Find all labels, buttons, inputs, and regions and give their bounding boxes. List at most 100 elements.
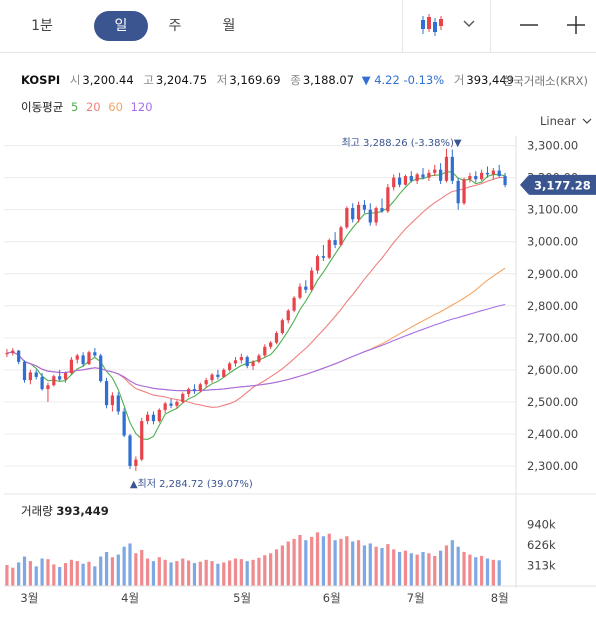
- volume-bar: [204, 559, 208, 586]
- volume-bar: [468, 554, 472, 586]
- candle: [444, 156, 449, 181]
- x-tick-label: 3월: [20, 591, 38, 605]
- volume-bar: [415, 554, 419, 586]
- y-tick-label: 2,400.00: [527, 427, 578, 441]
- candle: [34, 372, 38, 377]
- candle: [169, 403, 173, 406]
- volume-pane-label: 거래량 393,449: [21, 503, 109, 519]
- volume-bar: [116, 554, 120, 586]
- candle: [239, 357, 243, 361]
- candle: [280, 320, 284, 334]
- volume-bar: [157, 557, 161, 586]
- candle: [491, 170, 495, 175]
- volume-bar: [245, 561, 249, 586]
- ma-60[interactable]: 60: [108, 100, 123, 114]
- volume-bar: [11, 567, 15, 586]
- candle: [356, 204, 361, 220]
- x-tick-label: 7월: [407, 591, 425, 605]
- candle: [263, 346, 267, 356]
- volume-bar: [87, 561, 91, 586]
- moving-average-legend: 이동평균 5 20 60 120: [21, 99, 153, 115]
- volume-bar: [63, 563, 68, 586]
- volume-bar: [368, 543, 372, 586]
- volume-tick-label: 940k: [527, 517, 556, 531]
- volume-bar: [339, 538, 343, 586]
- scale-mode-select[interactable]: Linear: [540, 114, 592, 128]
- volume-bar: [257, 557, 261, 586]
- tab-1min[interactable]: 1분: [31, 18, 53, 34]
- candle: [304, 286, 308, 290]
- close-label: 종: [290, 73, 301, 87]
- volume-bar: [81, 563, 85, 586]
- ma-5[interactable]: 5: [70, 100, 79, 114]
- tab-daily[interactable]: 일: [94, 11, 148, 41]
- volume-bar: [456, 546, 460, 586]
- tab-weekly[interactable]: 주: [168, 18, 182, 34]
- volume-bar: [233, 558, 238, 586]
- volume-bar: [69, 559, 74, 586]
- candle: [392, 177, 396, 188]
- volume-pane-value: 393,449: [56, 504, 109, 518]
- ma-20[interactable]: 20: [85, 100, 101, 114]
- candle: [186, 389, 191, 394]
- volume-bar: [438, 550, 443, 586]
- y-tick-label: 2,300.00: [527, 459, 578, 473]
- volume-bar: [181, 558, 185, 586]
- volume-bar: [239, 559, 243, 586]
- candle: [222, 369, 226, 377]
- y-tick-label: 3,300.00: [527, 139, 578, 153]
- candle: [456, 180, 460, 204]
- volume-bar: [409, 553, 413, 586]
- candle: [228, 363, 232, 370]
- volume-bar: [345, 536, 349, 586]
- volume-bar: [151, 561, 156, 586]
- volume-bar: [351, 541, 355, 586]
- candle: [140, 421, 144, 460]
- volume-bar: [93, 566, 97, 586]
- volume-bar: [333, 540, 337, 586]
- x-tick-label: 5월: [233, 591, 251, 605]
- candle: [503, 176, 507, 186]
- volume-bar: [280, 545, 284, 586]
- volume-bar: [134, 553, 138, 586]
- candle: [351, 208, 355, 220]
- chevron-down-icon[interactable]: [458, 10, 480, 40]
- candlestick-icon[interactable]: [416, 10, 446, 40]
- volume-bar: [421, 551, 425, 586]
- volume-bar: [386, 544, 390, 586]
- ma-120[interactable]: 120: [130, 100, 153, 114]
- candle: [75, 355, 79, 360]
- candle: [81, 355, 85, 365]
- volume-bar: [128, 543, 132, 586]
- candle: [421, 174, 425, 178]
- candle: [374, 208, 378, 223]
- x-tick-label: 4월: [121, 591, 139, 605]
- volume-bar: [292, 538, 296, 586]
- candle: [468, 176, 472, 180]
- candle: [245, 357, 249, 367]
- tab-monthly[interactable]: 월: [222, 18, 236, 34]
- volume-bar: [216, 563, 220, 586]
- volume-bar: [40, 558, 44, 586]
- candle: [315, 256, 320, 271]
- low-annotation: ▲최저 2,284.72 (39.07%): [130, 478, 253, 490]
- candle: [63, 373, 68, 380]
- y-tick-label: 2,600.00: [527, 363, 578, 377]
- zoom-out-icon[interactable]: [514, 10, 544, 40]
- ma120-line: [6, 303, 506, 392]
- zoom-in-icon[interactable]: [561, 10, 591, 40]
- candle: [192, 389, 197, 391]
- candle: [474, 176, 478, 180]
- candle: [333, 240, 337, 245]
- y-tick-label: 2,500.00: [527, 395, 578, 409]
- close-value: 3,188.07: [302, 73, 355, 87]
- volume-bar: [327, 533, 331, 586]
- scale-mode-label: Linear: [540, 114, 576, 128]
- candle: [93, 352, 97, 356]
- candle: [427, 172, 431, 178]
- volume-bar: [497, 560, 501, 586]
- volume-bar: [403, 550, 408, 586]
- candle: [310, 270, 314, 290]
- volume-bar: [186, 560, 191, 586]
- change-value: ▼ 4.22 -0.13%: [361, 73, 445, 87]
